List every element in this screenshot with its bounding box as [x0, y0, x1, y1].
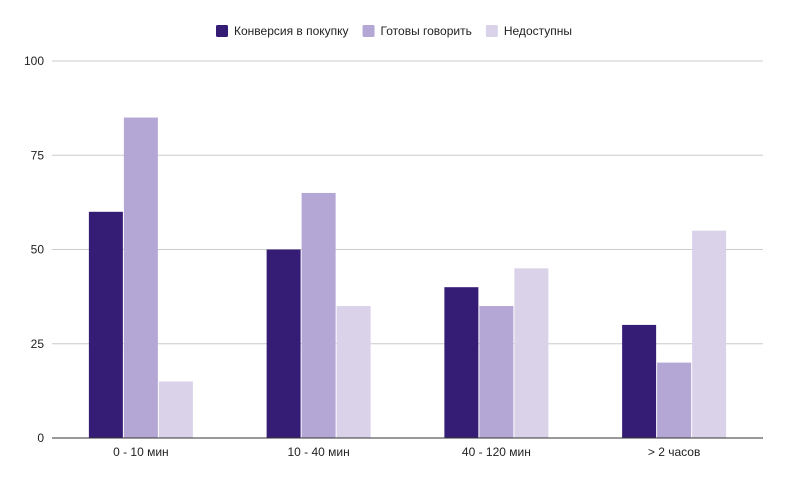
- legend-item: Конверсия в покупку: [215, 24, 349, 38]
- y-tick-label: 75: [31, 148, 45, 162]
- x-axis-ticks: 0 - 10 мин 10 - 40 мин 40 - 120 мин > 2 час…: [113, 445, 700, 459]
- bar: [158, 381, 193, 438]
- y-tick-label: 0: [37, 431, 44, 445]
- legend-label: Недоступны: [504, 24, 572, 38]
- legend-swatch: [485, 25, 498, 37]
- bar: [301, 192, 336, 438]
- bar: [88, 211, 123, 438]
- bar: [692, 230, 727, 438]
- gridlines: [52, 60, 763, 345]
- bar: [336, 306, 371, 438]
- legend-label: Конверсия в покупку: [234, 24, 349, 38]
- bar: [266, 249, 301, 438]
- y-tick-label: 100: [24, 54, 44, 68]
- x-tick-label: > 2 часов: [648, 445, 700, 459]
- bar: [444, 287, 479, 438]
- x-tick-label: 0 - 10 мин: [113, 445, 169, 459]
- x-tick-label: 40 - 120 мин: [462, 445, 531, 459]
- legend-label: Готовы говорить: [381, 24, 472, 38]
- legend-swatch: [362, 25, 375, 37]
- legend-item: Недоступны: [485, 24, 572, 38]
- bar: [514, 268, 549, 438]
- legend: Конверсия в покупку Готовы говорить Недост…: [215, 24, 572, 38]
- bar: [123, 117, 158, 439]
- bar: [479, 306, 514, 438]
- legend-swatch: [215, 25, 228, 37]
- bar: [622, 324, 657, 438]
- y-tick-label: 25: [31, 337, 45, 351]
- y-axis-ticks: 0 25 50 75 100: [24, 54, 44, 445]
- bar: [657, 362, 692, 438]
- legend-item: Готовы говорить: [362, 24, 472, 38]
- bars: [88, 117, 727, 439]
- y-tick-label: 50: [31, 243, 45, 257]
- x-tick-label: 10 - 40 мин: [287, 445, 349, 459]
